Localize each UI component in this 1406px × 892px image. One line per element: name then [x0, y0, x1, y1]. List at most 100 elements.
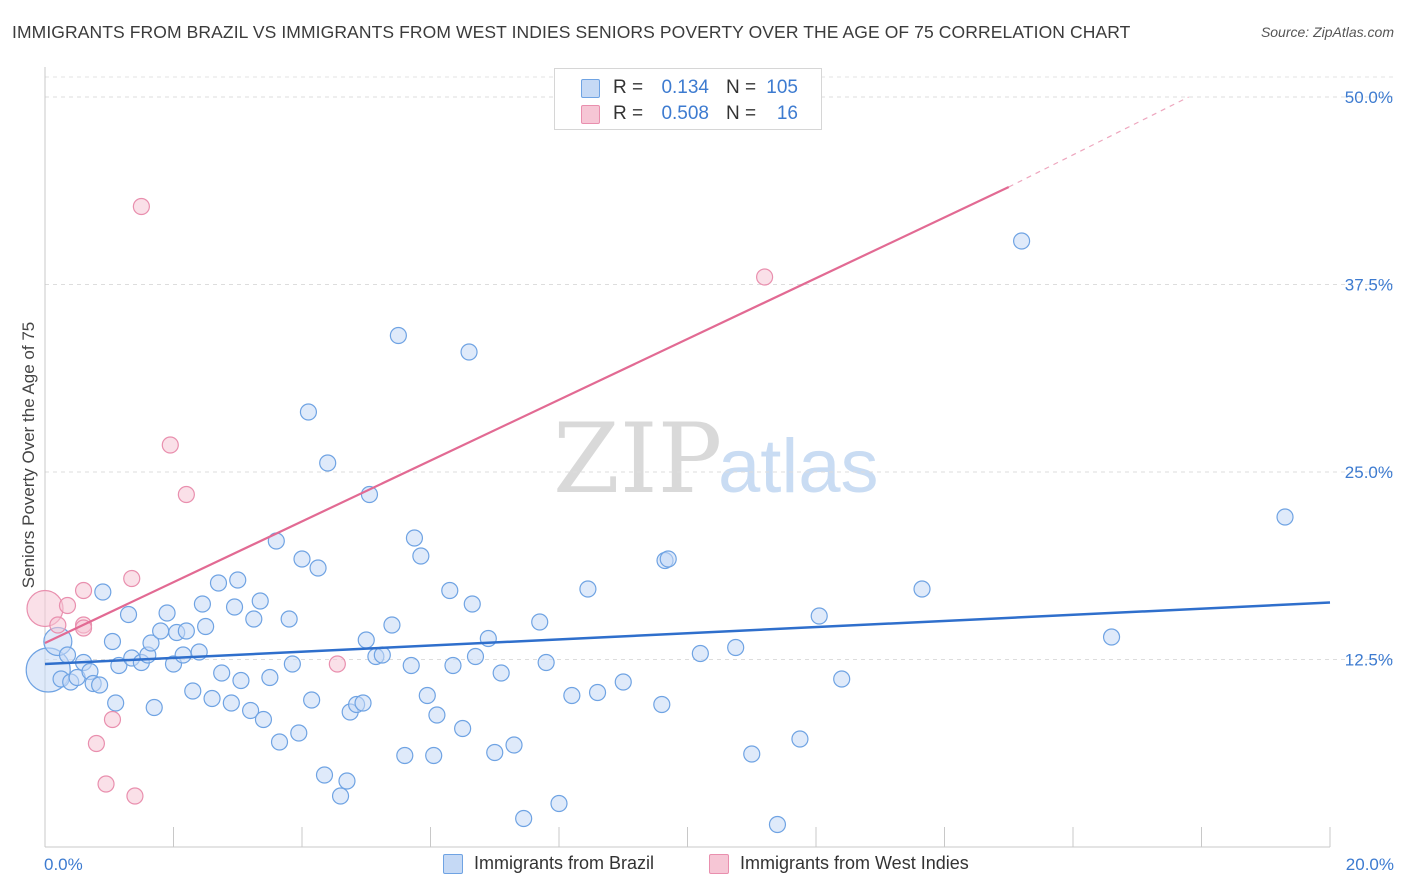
point-brazil: [550, 794, 568, 813]
point-west-indies: [74, 581, 93, 600]
point-west-indies: [126, 787, 144, 805]
chart-source: Source: ZipAtlas.com: [1260, 24, 1394, 40]
point-brazil: [492, 664, 510, 682]
legend-swatch-west-indies: [581, 105, 600, 124]
point-brazil: [103, 632, 122, 651]
point-brazil: [727, 638, 745, 657]
legend-r-value: 0.134: [661, 77, 709, 98]
point-brazil: [283, 655, 301, 673]
point-brazil: [396, 746, 414, 765]
point-brazil: [299, 403, 318, 421]
chart-title: IMMIGRANTS FROM BRAZIL VS IMMIGRANTS FRO…: [12, 22, 1131, 42]
point-brazil: [270, 733, 289, 751]
point-brazil: [315, 766, 334, 784]
point-brazil: [405, 529, 424, 547]
point-brazil: [531, 613, 549, 631]
point-brazil: [197, 617, 215, 636]
point-brazil: [91, 676, 109, 694]
point-brazil: [225, 598, 244, 616]
point-brazil: [515, 809, 533, 828]
trendline-west-indies: [44, 186, 1010, 644]
point-brazil: [152, 622, 170, 640]
point-brazil: [319, 454, 337, 472]
legend-r-label: R =: [613, 77, 644, 98]
point-brazil: [290, 724, 308, 742]
point-brazil: [229, 571, 247, 589]
trendline-west-indies-extension: [1008, 96, 1189, 188]
legend-n-label: N =: [726, 77, 757, 98]
point-brazil: [1102, 628, 1121, 646]
point-brazil: [743, 745, 761, 763]
point-brazil: [383, 616, 401, 634]
legend-r-value: 0.508: [661, 103, 709, 124]
point-brazil: [486, 743, 504, 762]
point-brazil: [331, 787, 350, 805]
point-brazil: [428, 706, 446, 724]
point-brazil: [251, 592, 269, 610]
point-brazil: [614, 673, 632, 691]
point-west-indies: [328, 655, 346, 673]
point-brazil: [659, 550, 677, 568]
series-legend: Immigrants from Brazil Immigrants from W…: [0, 852, 1406, 878]
point-west-indies: [103, 710, 122, 729]
watermark-zip: ZIP: [553, 403, 722, 515]
point-brazil: [94, 583, 112, 601]
point-brazil: [209, 574, 228, 592]
point-brazil: [177, 622, 195, 640]
legend-swatch-brazil: [581, 79, 600, 98]
point-brazil: [833, 670, 851, 688]
point-brazil: [913, 580, 931, 598]
y-tick-label: 25.0%: [1345, 463, 1393, 482]
y-tick-label: 37.5%: [1345, 276, 1393, 295]
x-tick-label: 0.0%: [44, 855, 83, 874]
point-brazil: [579, 580, 597, 598]
point-brazil: [203, 689, 221, 708]
point-brazil: [537, 653, 555, 672]
legend-label-brazil: Immigrants from Brazil: [474, 853, 655, 873]
point-brazil: [505, 736, 523, 754]
legend-label-west-indies: Immigrants from West Indies: [740, 853, 969, 873]
point-brazil: [213, 664, 231, 682]
point-west-indies: [177, 485, 195, 504]
point-west-indies: [97, 775, 115, 793]
point-brazil: [354, 694, 372, 712]
point-brazil: [373, 646, 391, 664]
legend-r-label: R =: [613, 103, 644, 124]
legend-row-brazil: R = 0.134 N = 105: [555, 75, 821, 101]
legend-n-label: N =: [726, 103, 757, 124]
point-brazil: [142, 634, 160, 652]
point-brazil: [810, 607, 828, 625]
point-brazil: [588, 683, 607, 702]
point-brazil: [768, 815, 787, 834]
point-brazil: [653, 695, 671, 714]
point-brazil: [1012, 232, 1031, 250]
correlation-legend: R = 0.134 N = 105 R = 0.508 N = 16: [554, 68, 822, 130]
point-west-indies: [132, 197, 150, 216]
legend-n-value: 16: [776, 103, 798, 124]
y-tick-label: 50.0%: [1345, 88, 1393, 107]
point-brazil: [425, 746, 443, 765]
point-brazil: [232, 671, 250, 690]
point-brazil: [791, 730, 809, 748]
point-brazil: [145, 698, 163, 717]
legend-n-value: 105: [766, 77, 798, 98]
point-brazil: [463, 595, 481, 613]
point-brazil: [280, 610, 298, 628]
point-brazil: [563, 686, 581, 705]
point-brazil: [1276, 508, 1294, 526]
point-brazil: [309, 559, 327, 577]
point-west-indies: [161, 436, 179, 454]
point-brazil: [444, 656, 462, 675]
point-brazil: [402, 656, 420, 675]
point-west-indies: [755, 268, 774, 286]
point-brazil: [454, 719, 472, 738]
point-brazil: [119, 605, 138, 624]
point-brazil: [58, 646, 77, 664]
point-brazil: [460, 343, 478, 361]
point-brazil: [338, 772, 356, 790]
point-west-indies: [58, 596, 77, 615]
point-brazil: [389, 326, 407, 345]
point-west-indies: [123, 569, 141, 588]
point-brazil: [261, 668, 279, 687]
